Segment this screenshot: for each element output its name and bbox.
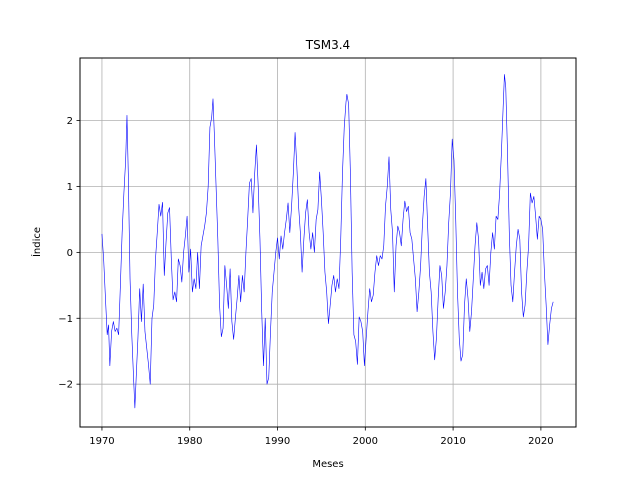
plot-frame bbox=[79, 57, 577, 428]
series-line bbox=[101, 74, 554, 409]
y-tick-label: 2 bbox=[67, 116, 73, 127]
y-tick-label: −2 bbox=[58, 380, 73, 391]
y-axis-label: Índice bbox=[30, 227, 43, 257]
x-tick-label: 2010 bbox=[440, 436, 465, 447]
y-tick-label: −1 bbox=[58, 314, 73, 325]
y-tick-label: 1 bbox=[67, 182, 73, 193]
x-tick-label: 2000 bbox=[353, 436, 378, 447]
x-axis-label: Meses bbox=[312, 459, 343, 470]
series-layer bbox=[101, 74, 554, 409]
grid-lines bbox=[80, 58, 576, 427]
y-tick-label: 0 bbox=[67, 248, 73, 259]
x-tick-label: 2020 bbox=[528, 436, 553, 447]
x-tick-label: 1970 bbox=[89, 436, 114, 447]
x-tick-label: 1990 bbox=[265, 436, 290, 447]
axis-ticks: 1970 1980 1990 2000 2010 2020 −2 −1 0 1 2 bbox=[58, 116, 553, 447]
chart-title: TSM3.4 bbox=[305, 38, 350, 52]
x-tick-label: 1980 bbox=[177, 436, 202, 447]
